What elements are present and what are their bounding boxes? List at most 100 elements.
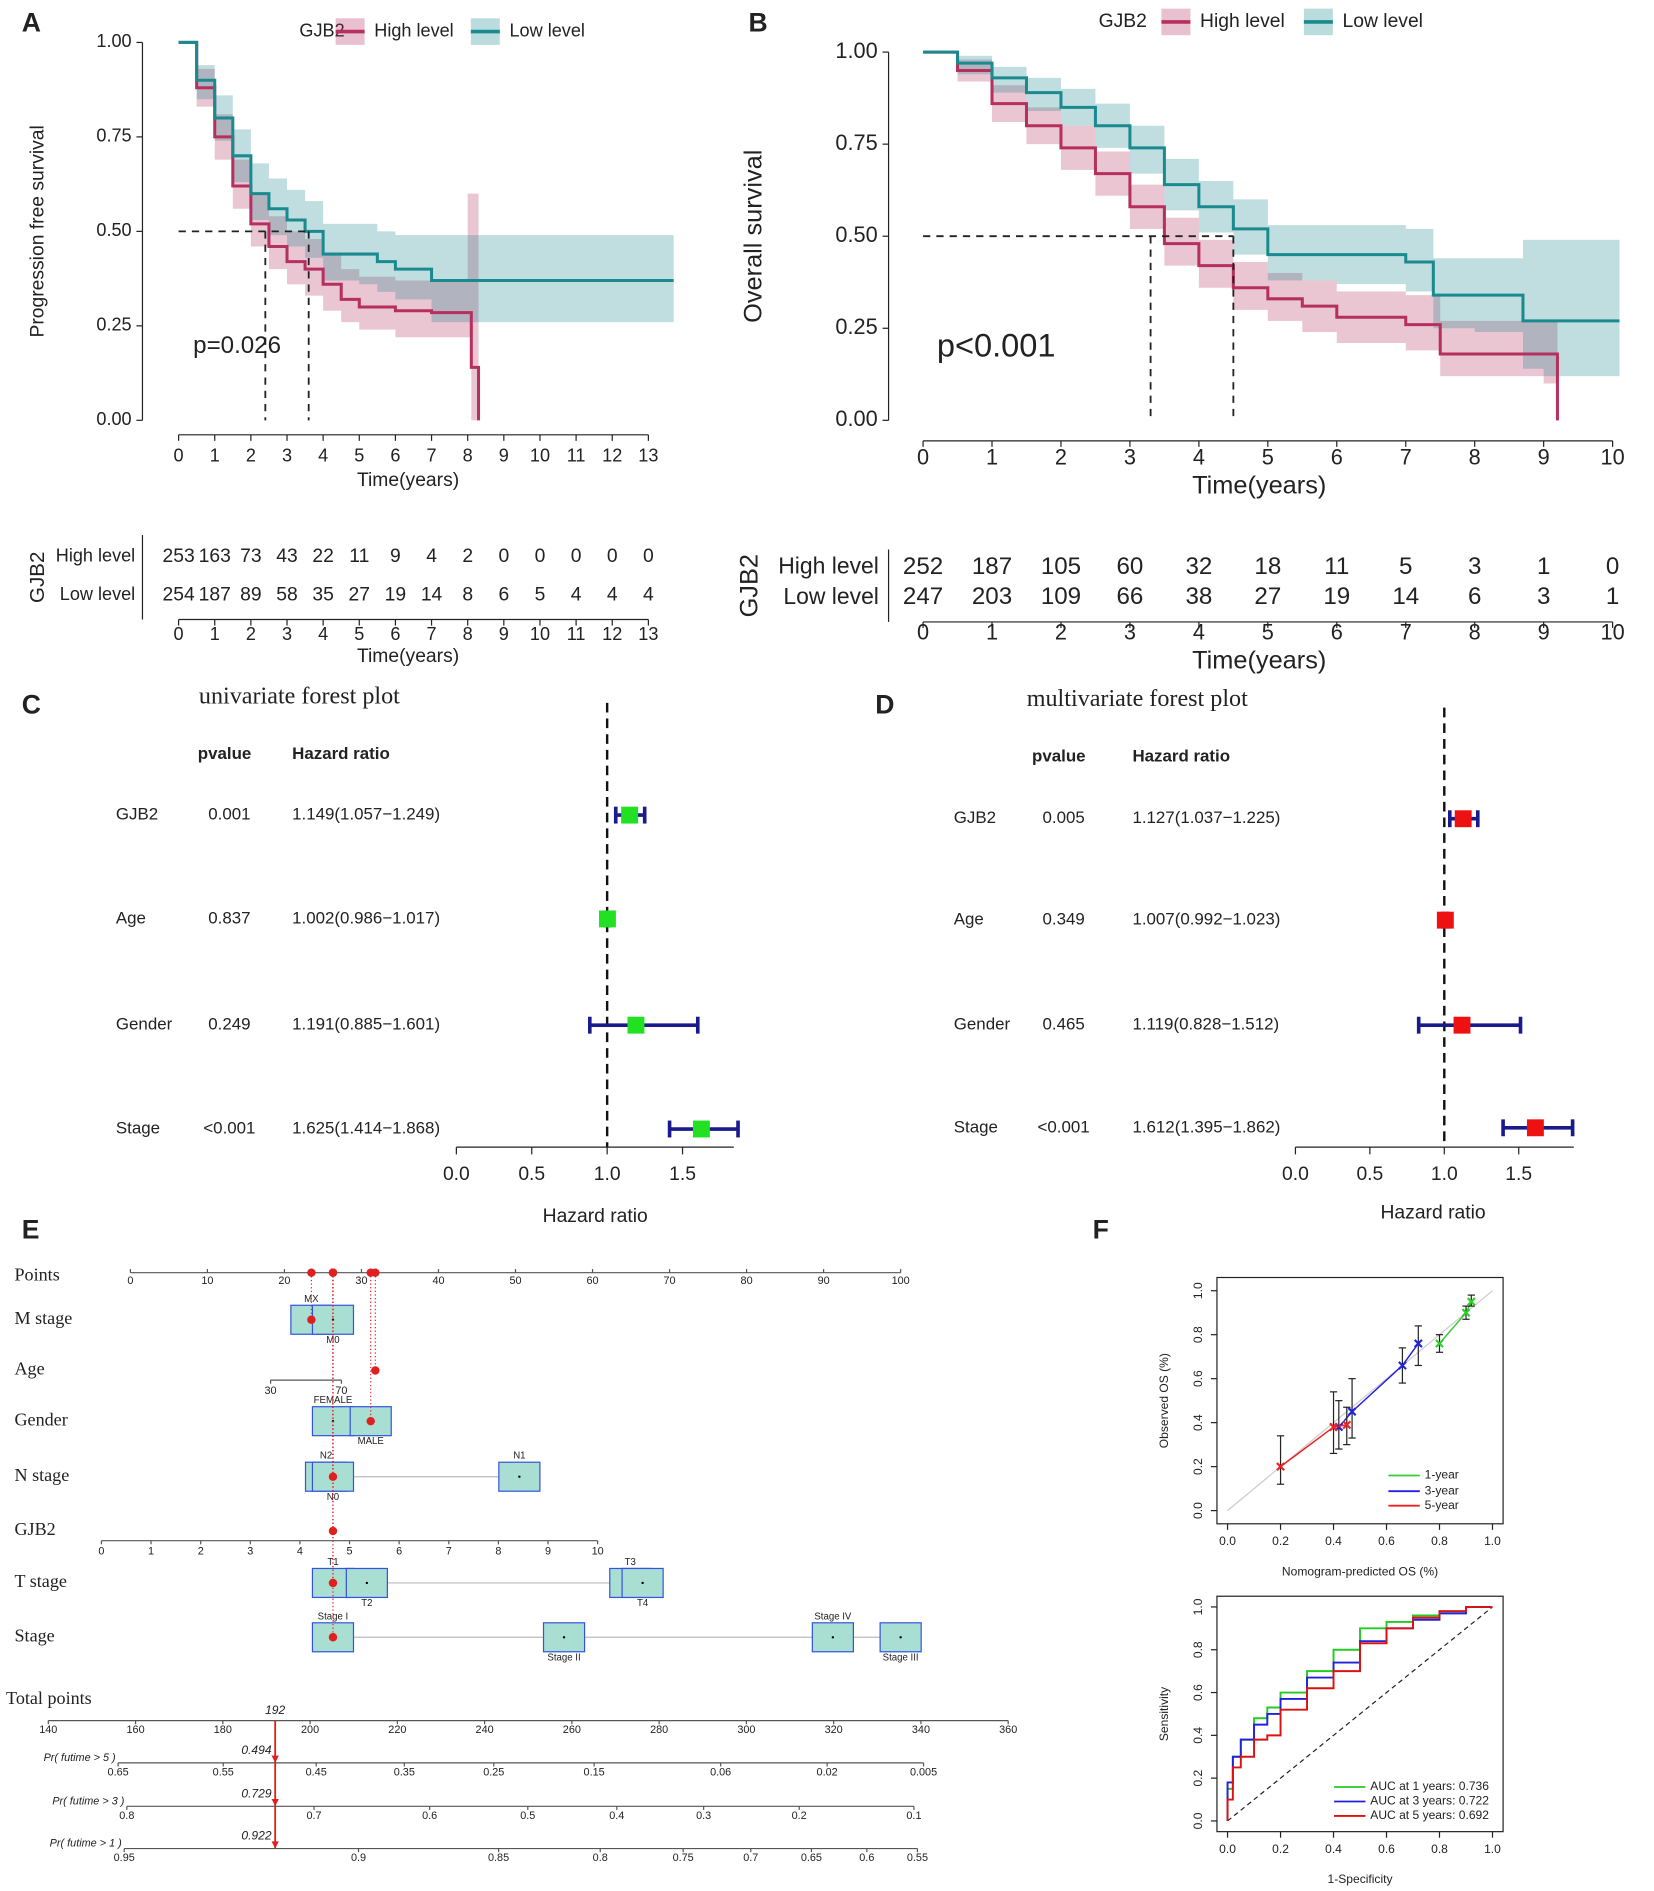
x-tick-label: 4 bbox=[318, 445, 328, 465]
y-tick-label: 0.0 bbox=[1191, 1812, 1205, 1829]
x-tick-label: 12 bbox=[602, 624, 622, 644]
x-tick-label: 1.0 bbox=[1484, 1842, 1501, 1856]
x-tick-label: 0 bbox=[917, 620, 929, 645]
prob-selected: 0.494 bbox=[241, 1743, 271, 1757]
point bbox=[1413, 1339, 1423, 1348]
forest-title: multivariate forest plot bbox=[1027, 685, 1248, 712]
y-tick-label: 0.8 bbox=[1191, 1641, 1205, 1658]
prob-tick-label: 0.6 bbox=[422, 1810, 437, 1822]
table-row-name: High level bbox=[56, 546, 135, 566]
x-tick-label: 9 bbox=[1538, 445, 1550, 470]
x-tick-label: 2 bbox=[1055, 445, 1067, 470]
prob-tick-label: 0.55 bbox=[907, 1852, 928, 1864]
prob-tick-label: 0.2 bbox=[792, 1810, 807, 1822]
x-tick-label: 9 bbox=[499, 445, 509, 465]
hr-box bbox=[1436, 911, 1454, 929]
table-cell: 163 bbox=[199, 546, 231, 567]
row-name: Age bbox=[14, 1359, 44, 1379]
row-name: Points bbox=[14, 1264, 59, 1284]
calibration-line bbox=[1338, 1343, 1419, 1428]
table-cell: 0 bbox=[535, 546, 546, 567]
points-tick-label: 70 bbox=[664, 1275, 676, 1287]
total-tick-label: 220 bbox=[388, 1724, 406, 1736]
prob-selected: 0.922 bbox=[241, 1829, 271, 1843]
hazard-ratio-label: 1.002(0.986−1.017) bbox=[292, 908, 440, 927]
y-tick-label: 0.50 bbox=[96, 220, 131, 240]
point bbox=[1466, 1297, 1476, 1307]
x-tick-label: 1.5 bbox=[669, 1164, 696, 1185]
x-tick-label: 10 bbox=[1601, 445, 1625, 470]
plot-frame bbox=[1216, 1276, 1504, 1525]
x-axis-label: Time(years) bbox=[357, 470, 459, 491]
hazard-ratio-label: 1.119(0.828−1.512) bbox=[1132, 1015, 1279, 1034]
x-tick-label: 0.8 bbox=[1431, 1842, 1448, 1856]
x-tick-label: 6 bbox=[390, 445, 400, 465]
x-tick-label: 0.5 bbox=[518, 1164, 545, 1185]
x-tick-label: 1.0 bbox=[594, 1164, 621, 1185]
points-tick-label: 80 bbox=[741, 1275, 753, 1287]
x-tick-label: 0.6 bbox=[1378, 1534, 1395, 1548]
x-tick-label: 0.6 bbox=[1378, 1842, 1395, 1856]
table-cell: 89 bbox=[240, 584, 261, 605]
hazard-ratio-label: 1.149(1.057−1.249) bbox=[292, 805, 440, 824]
table-title: GJB2 bbox=[26, 552, 49, 603]
selection-dot bbox=[307, 1268, 316, 1277]
prob-tick-label: 0.65 bbox=[108, 1766, 129, 1778]
point bbox=[1329, 1422, 1338, 1432]
hr-box bbox=[621, 806, 639, 824]
column-header: Hazard ratio bbox=[292, 744, 390, 763]
x-tick-label: 8 bbox=[1469, 620, 1481, 645]
hr-box bbox=[1526, 1119, 1544, 1137]
level-label: Stage IV bbox=[814, 1611, 852, 1622]
table-cell: 66 bbox=[1116, 583, 1143, 610]
row-tick-label: 4 bbox=[297, 1545, 303, 1557]
table-cell: 3 bbox=[1468, 553, 1481, 580]
x-axis-label: Hazard ratio bbox=[543, 1206, 648, 1227]
table-cell: 4 bbox=[571, 584, 582, 605]
row-tick-label: 8 bbox=[495, 1545, 501, 1557]
y-tick-label: 0.50 bbox=[835, 222, 877, 247]
x-tick-label: 0.0 bbox=[443, 1164, 470, 1185]
x-tick-label: 12 bbox=[602, 445, 622, 465]
x-tick-label: 8 bbox=[463, 445, 473, 465]
y-tick-label: 0.0 bbox=[1191, 1502, 1205, 1519]
total-tick-label: 140 bbox=[39, 1724, 57, 1736]
table-cell: 32 bbox=[1185, 553, 1212, 580]
table-cell: 35 bbox=[312, 584, 333, 605]
p-value: 0.001 bbox=[208, 805, 250, 824]
x-tick-label: 5 bbox=[354, 445, 364, 465]
y-tick-label: 0.6 bbox=[1191, 1684, 1205, 1701]
x-tick-label: 11 bbox=[567, 624, 586, 644]
y-tick-label: 0.2 bbox=[1191, 1458, 1205, 1475]
prob-name: Pr( futime > 1 ) bbox=[50, 1838, 122, 1850]
prob-tick-label: 0.35 bbox=[394, 1766, 415, 1778]
point bbox=[1342, 1420, 1352, 1430]
y-tick-label: 0.2 bbox=[1191, 1769, 1205, 1786]
table-cell: 8 bbox=[462, 584, 473, 605]
table-cell: 5 bbox=[1399, 553, 1412, 580]
table-cell: 3 bbox=[1537, 583, 1550, 610]
points-tick-label: 90 bbox=[818, 1275, 830, 1287]
level-label: T2 bbox=[361, 1598, 372, 1609]
legend-label: 1-year bbox=[1425, 1468, 1459, 1482]
x-tick-label: 0.5 bbox=[1356, 1164, 1383, 1185]
x-tick-label: 2 bbox=[1055, 620, 1067, 645]
x-tick-label: 7 bbox=[427, 624, 437, 644]
x-tick-label: 0 bbox=[174, 445, 184, 465]
x-tick-label: 3 bbox=[1124, 620, 1136, 645]
prob-tick-label: 0.25 bbox=[483, 1766, 504, 1778]
x-tick-label: 0.4 bbox=[1325, 1842, 1342, 1856]
x-tick-label: 13 bbox=[638, 624, 658, 644]
table-cell: 0 bbox=[643, 546, 654, 567]
level-dot bbox=[831, 1636, 835, 1639]
hazard-ratio-label: 1.612(1.395−1.862) bbox=[1132, 1117, 1280, 1136]
x-axis-label: Time(years) bbox=[1192, 471, 1326, 499]
x-tick-label: 10 bbox=[1601, 620, 1625, 645]
selection-arrow bbox=[271, 1799, 279, 1807]
x-tick-label: 0.2 bbox=[1272, 1842, 1289, 1856]
x-tick-label: 2 bbox=[246, 624, 256, 644]
table-cell: 0 bbox=[571, 546, 582, 567]
x-tick-label: 7 bbox=[427, 445, 437, 465]
x-tick-label: 5 bbox=[354, 624, 364, 644]
